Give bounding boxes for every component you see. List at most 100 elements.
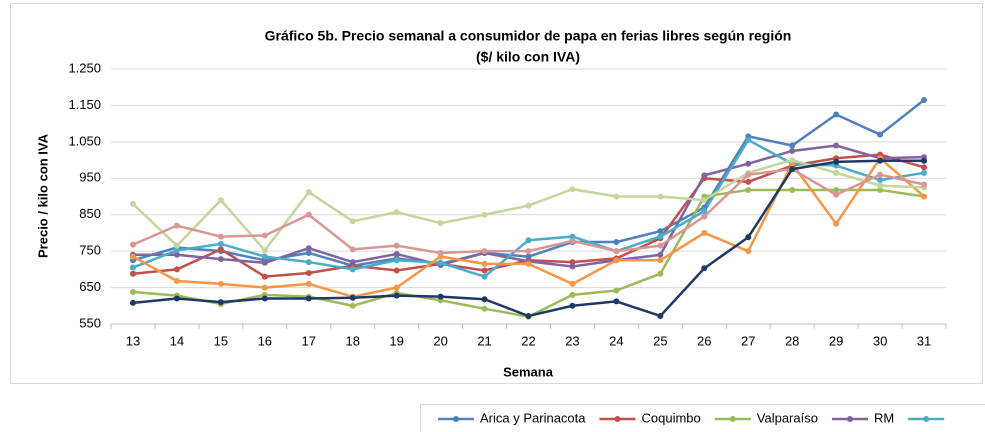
data-point [701, 213, 708, 220]
data-point [481, 305, 488, 312]
data-point [305, 295, 312, 302]
data-point [569, 302, 576, 309]
data-point [657, 312, 664, 319]
data-point [217, 299, 224, 306]
data-point [129, 200, 136, 207]
data-point [569, 186, 576, 193]
legend-marker [729, 416, 736, 422]
data-point [349, 218, 356, 225]
data-point [701, 208, 708, 215]
data-point [833, 186, 840, 193]
legend-label: Arica y Parinacota [480, 410, 586, 425]
legend-marker [614, 416, 621, 422]
data-point [789, 186, 796, 193]
legend-label: Coquimbo [642, 410, 701, 425]
data-point [569, 233, 576, 240]
data-point [393, 209, 400, 216]
data-point [525, 248, 532, 255]
legend-marker [923, 416, 930, 422]
legend-label: Valparaíso [757, 410, 818, 425]
data-point [129, 253, 136, 260]
x-tick-label: 13 [126, 333, 140, 348]
data-point [657, 193, 664, 200]
chart-title: Gráfico 5b. Precio semanal a consumidor … [265, 28, 792, 44]
data-point [745, 171, 752, 178]
y-tick-label: 850 [79, 206, 101, 221]
data-point [261, 259, 268, 266]
data-point [569, 291, 576, 298]
data-point [657, 228, 664, 235]
x-tick-label: 20 [433, 333, 447, 348]
x-tick-label: 24 [609, 333, 623, 348]
x-tick-label: 15 [214, 333, 228, 348]
data-point [393, 292, 400, 299]
x-tick-label: 25 [653, 333, 667, 348]
y-tick-label: 950 [79, 170, 101, 185]
data-point [481, 273, 488, 280]
data-point [921, 164, 928, 171]
data-point [173, 251, 180, 258]
data-point [173, 278, 180, 285]
legend-label: RM [874, 410, 894, 425]
data-point [833, 158, 840, 165]
data-point [833, 191, 840, 198]
x-tick-label: 22 [521, 333, 535, 348]
data-point [701, 229, 708, 236]
data-point [129, 299, 136, 306]
data-point [305, 249, 312, 256]
data-point [437, 249, 444, 256]
data-point [173, 222, 180, 229]
data-point [349, 246, 356, 253]
x-tick-label: 27 [741, 333, 755, 348]
data-point [129, 270, 136, 277]
data-point [921, 157, 928, 164]
data-point [217, 197, 224, 204]
data-point [349, 266, 356, 273]
data-point [217, 280, 224, 287]
data-point [745, 137, 752, 144]
data-point [833, 220, 840, 227]
chart-subtitle: ($/ kilo con IVA) [476, 49, 580, 65]
data-point [525, 237, 532, 244]
y-axis-title: Precio / kilo con IVA [35, 133, 50, 258]
data-point [789, 142, 796, 149]
data-point [437, 293, 444, 300]
data-point [217, 240, 224, 247]
data-point [173, 242, 180, 249]
data-point [745, 178, 752, 185]
data-point [701, 172, 708, 179]
data-point [393, 242, 400, 249]
data-point [305, 259, 312, 266]
data-point [833, 142, 840, 149]
data-point [481, 260, 488, 267]
x-tick-label: 26 [697, 333, 711, 348]
data-point [393, 257, 400, 264]
data-point [305, 211, 312, 218]
data-point [261, 273, 268, 280]
data-point [129, 288, 136, 295]
x-axis-title: Semana [503, 364, 554, 379]
x-tick-label: 28 [785, 333, 799, 348]
data-point [525, 260, 532, 267]
data-point [261, 284, 268, 291]
x-tick-label: 31 [917, 333, 931, 348]
data-point [745, 234, 752, 241]
data-point [481, 248, 488, 255]
y-tick-label: 1.050 [68, 133, 101, 148]
data-point [173, 295, 180, 302]
x-tick-label: 23 [565, 333, 579, 348]
data-point [129, 241, 136, 248]
data-point [877, 182, 884, 189]
data-point [613, 193, 620, 200]
data-point [569, 280, 576, 287]
x-tick-label: 18 [345, 333, 359, 348]
data-point [437, 220, 444, 227]
chart-frame [10, 3, 983, 384]
data-point [217, 256, 224, 263]
data-point [481, 267, 488, 274]
legend-marker [453, 416, 459, 422]
x-tick-label: 29 [829, 333, 843, 348]
data-point [217, 246, 224, 253]
